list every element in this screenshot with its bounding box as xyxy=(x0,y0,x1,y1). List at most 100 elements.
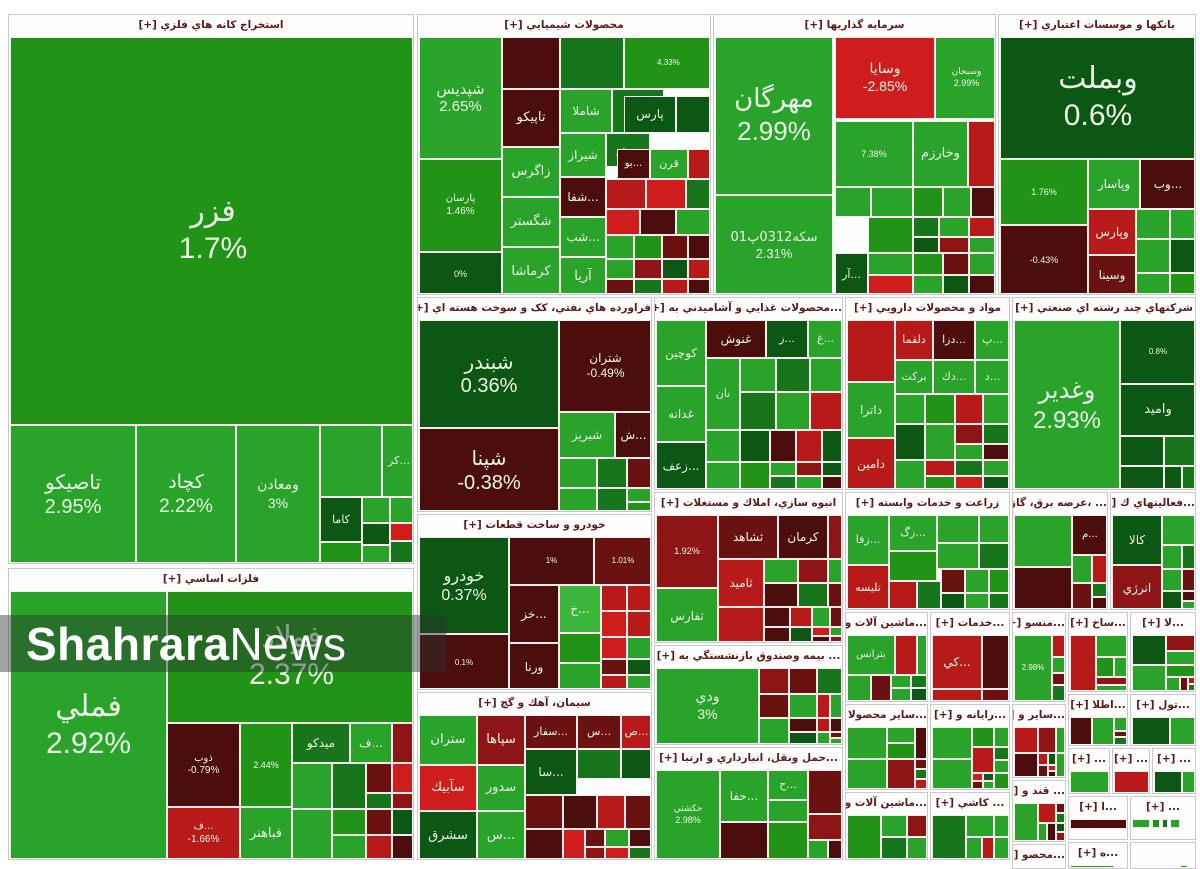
stock-tile-small[interactable] xyxy=(770,476,796,488)
stock-tile[interactable]: ودي 3% xyxy=(656,668,759,743)
stock-tile[interactable]: سآبيك xyxy=(419,765,477,811)
stock-tile-small[interactable] xyxy=(662,235,688,259)
stock-tile-small[interactable] xyxy=(740,430,770,462)
stock-tile-small[interactable] xyxy=(1014,727,1038,753)
stock-tile-small[interactable] xyxy=(965,593,989,608)
stock-tile-small[interactable] xyxy=(889,551,937,581)
stock-tile-small[interactable] xyxy=(1052,673,1064,685)
stock-tile-small[interactable] xyxy=(907,815,926,837)
stock-tile-small[interactable] xyxy=(606,179,646,209)
stock-tile-small[interactable] xyxy=(688,149,709,179)
stock-tile-small[interactable] xyxy=(629,847,650,858)
stock-tile-small[interactable] xyxy=(390,541,412,562)
stock-tile-small[interactable] xyxy=(808,840,828,858)
sector-header[interactable]: فراورده هاي نفتي، کک و سوخت هسته اي [+] xyxy=(418,298,651,319)
stock-tile-small[interactable] xyxy=(972,773,983,781)
sector-header[interactable]: ... كاشي [+] xyxy=(931,793,1009,814)
stock-tile-small[interactable] xyxy=(789,694,817,718)
stock-tile-small[interactable] xyxy=(1092,717,1114,744)
stock-tile-small[interactable] xyxy=(770,462,796,476)
stock-tile-small[interactable] xyxy=(939,237,969,253)
stock-tile[interactable]: ...سفار xyxy=(525,715,577,749)
stock-tile[interactable]: 2.98% xyxy=(1014,635,1052,700)
stock-tile[interactable]: بترانس xyxy=(847,635,895,675)
sector-header[interactable]: ...فعاليتهاي ك [+] xyxy=(1111,493,1195,514)
stock-tile-small[interactable] xyxy=(640,209,676,235)
stock-tile-small[interactable] xyxy=(796,430,822,462)
stock-tile-small[interactable] xyxy=(1056,803,1064,813)
sector-header[interactable]: ...ساير و [+] xyxy=(1013,705,1065,726)
stock-tile-small[interactable] xyxy=(913,187,943,217)
stock-tile-small[interactable] xyxy=(1164,865,1178,867)
stock-tile-small[interactable] xyxy=(1056,753,1064,776)
stock-tile[interactable]: دامين xyxy=(847,438,895,488)
stock-tile[interactable]: ...سا xyxy=(525,749,577,795)
stock-tile-small[interactable] xyxy=(366,793,392,809)
stock-tile[interactable]: 1.76% xyxy=(1000,159,1088,225)
stock-tile-small[interactable] xyxy=(1182,771,1194,792)
stock-tile-small[interactable] xyxy=(627,611,650,637)
stock-tile[interactable]: ثشاهد xyxy=(718,515,778,559)
stock-tile-small[interactable] xyxy=(1132,635,1166,665)
stock-tile-small[interactable] xyxy=(881,815,907,837)
stock-tile-small[interactable] xyxy=(983,444,1008,460)
stock-tile-small[interactable] xyxy=(913,275,943,293)
stock-tile-small[interactable] xyxy=(812,627,830,636)
stock-tile-small[interactable] xyxy=(634,259,662,279)
stock-tile-small[interactable] xyxy=(982,837,994,858)
sector-header[interactable]: خودرو و ساخت قطعات [+] xyxy=(418,515,651,536)
stock-tile-small[interactable] xyxy=(1048,771,1056,776)
stock-tile[interactable]: ومعادن 3% xyxy=(236,425,320,562)
stock-tile[interactable]: فزر 1.7% xyxy=(10,37,412,425)
stock-tile-small[interactable] xyxy=(1038,727,1056,753)
stock-tile-small[interactable] xyxy=(706,462,740,488)
stock-tile-small[interactable] xyxy=(847,759,887,788)
stock-tile-small[interactable] xyxy=(332,763,366,809)
stock-tile-small[interactable] xyxy=(625,795,650,829)
stock-tile-small[interactable] xyxy=(1188,684,1194,690)
stock-tile[interactable]: کالا xyxy=(1112,515,1162,565)
stock-tile-small[interactable] xyxy=(1182,591,1194,601)
stock-tile-small[interactable] xyxy=(390,497,412,523)
stock-tile-small[interactable] xyxy=(907,837,926,858)
stock-tile-small[interactable] xyxy=(830,627,841,636)
sector-header[interactable]: ...ماشين آلات و [+] xyxy=(846,613,927,634)
stock-tile-small[interactable] xyxy=(1132,819,1150,828)
stock-tile-small[interactable] xyxy=(559,458,597,488)
stock-tile-small[interactable] xyxy=(597,458,627,488)
stock-tile-small[interactable] xyxy=(830,607,841,627)
stock-tile-small[interactable] xyxy=(789,668,817,694)
sector-header[interactable]: ...محصو [+] xyxy=(1013,845,1065,866)
stock-tile-small[interactable] xyxy=(646,179,686,209)
stock-tile-small[interactable] xyxy=(525,795,563,829)
sector-header[interactable]: ...ا [+] xyxy=(1069,797,1127,818)
stock-tile-small[interactable] xyxy=(292,763,332,809)
stock-tile-small[interactable] xyxy=(835,187,871,217)
stock-tile-small[interactable] xyxy=(895,394,925,424)
sector-header[interactable]: ...ماشين آلات و [+] xyxy=(846,793,927,814)
stock-tile-small[interactable] xyxy=(1182,569,1194,591)
stock-tile-small[interactable] xyxy=(362,545,390,562)
stock-tile[interactable]: ...ح xyxy=(768,770,808,800)
stock-tile-small[interactable] xyxy=(871,675,891,700)
stock-tile-small[interactable] xyxy=(871,187,913,217)
stock-tile[interactable]: سكه0312پ01 2.31% xyxy=(715,195,833,293)
stock-tile[interactable]: فولاد 2.37% xyxy=(167,591,412,723)
stock-tile[interactable]: سپاها xyxy=(477,715,525,765)
sector-header[interactable]: ...حمل ونقل، انبارداري و ارتبا [+] xyxy=(655,748,842,769)
stock-tile[interactable]: شبندر 0.36% xyxy=(419,320,559,428)
stock-tile-small[interactable] xyxy=(770,430,796,462)
stock-tile-small[interactable] xyxy=(939,217,969,237)
stock-tile[interactable]: تاصيکو 2.95% xyxy=(10,425,136,562)
stock-tile-small[interactable] xyxy=(868,217,913,253)
stock-tile-small[interactable] xyxy=(627,585,650,611)
stock-tile-small[interactable] xyxy=(828,583,841,607)
stock-tile-small[interactable] xyxy=(796,462,822,476)
stock-tile-small[interactable] xyxy=(895,635,917,675)
stock-tile-small[interactable] xyxy=(605,829,629,847)
stock-tile-small[interactable] xyxy=(989,569,1008,593)
stock-tile[interactable]: خودرو 0.37% xyxy=(419,537,509,634)
stock-tile-small[interactable] xyxy=(606,235,634,259)
stock-tile-small[interactable] xyxy=(1114,771,1148,792)
stock-tile[interactable]: 2.44% xyxy=(240,723,292,807)
